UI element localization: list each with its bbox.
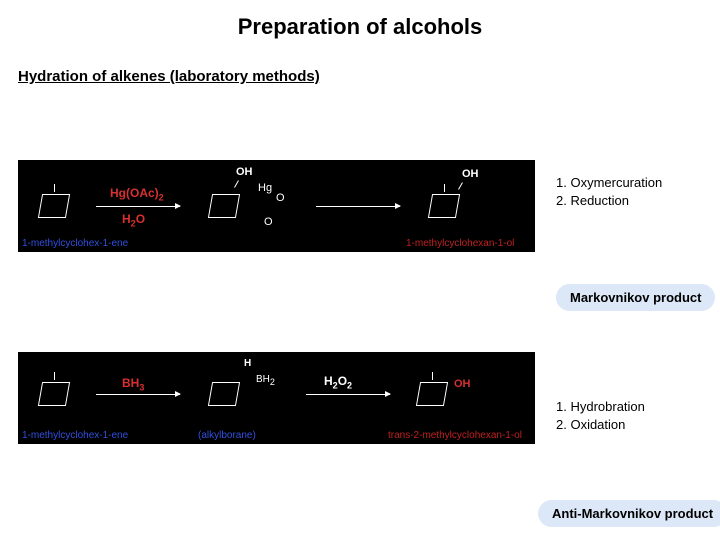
o-fragment-a: O xyxy=(276,192,285,204)
reagent-h2o2: H2O2 xyxy=(324,374,352,390)
structure-product-2 xyxy=(416,382,448,406)
structure-product-1 xyxy=(428,194,460,218)
step-note-2: 1. Hydrobration2. Oxidation xyxy=(556,398,645,433)
page-title: Preparation of alcohols xyxy=(0,0,720,40)
oh-bond-2 xyxy=(458,182,463,189)
methyl-tick-1b xyxy=(444,184,445,192)
bh2-fragment: BH2 xyxy=(256,374,275,387)
structure-start-1 xyxy=(38,194,70,218)
arrow-1b xyxy=(316,206,400,207)
arrow-2a xyxy=(96,394,180,395)
oh-fragment-3: OH xyxy=(454,378,471,390)
arrow-1a xyxy=(96,206,180,207)
start-label-2: 1-methylcyclohex-1-ene xyxy=(22,430,128,441)
hg-fragment: Hg xyxy=(258,182,272,194)
oh-bond-1 xyxy=(234,180,239,187)
start-label-1: 1-methylcyclohex-1-ene xyxy=(22,238,128,249)
markovnikov-pill: Markovnikov product xyxy=(556,284,715,311)
structure-intermediate-2 xyxy=(208,382,240,406)
structure-intermediate-1 xyxy=(208,194,240,218)
methyl-tick-1 xyxy=(54,184,55,192)
anti-markovnikov-pill: Anti-Markovnikov product xyxy=(538,500,720,527)
product-label-2: trans-2-methylcyclohexan-1-ol xyxy=(388,430,522,441)
reagent-hgoac2: Hg(OAc)2 xyxy=(110,186,164,202)
methyl-tick-2 xyxy=(54,372,55,380)
oh-fragment-2: OH xyxy=(462,168,479,180)
step-note-1: 1. Oxymercuration2. Reduction xyxy=(556,174,662,209)
structure-start-2 xyxy=(38,382,70,406)
intermediate-label-2: (alkylborane) xyxy=(198,430,256,441)
oh-fragment-1: OH xyxy=(236,166,253,178)
product-label-1: 1-methylcyclohexan-1-ol xyxy=(406,238,514,249)
h-fragment: H xyxy=(244,358,251,369)
reaction-scheme-1: 1-methylcyclohex-1-ene Hg(OAc)2 H2O OH H… xyxy=(18,160,535,252)
reagent-bh3: BH3 xyxy=(122,376,144,392)
section-subtitle: Hydration of alkenes (laboratory methods… xyxy=(18,68,720,85)
reagent-h2o: H2O xyxy=(122,212,145,228)
reaction-scheme-2: 1-methylcyclohex-1-ene BH3 H BH2 (alkylb… xyxy=(18,352,535,444)
methyl-tick-2b xyxy=(432,372,433,380)
arrow-2b xyxy=(306,394,390,395)
o-fragment-b: O xyxy=(264,216,273,228)
